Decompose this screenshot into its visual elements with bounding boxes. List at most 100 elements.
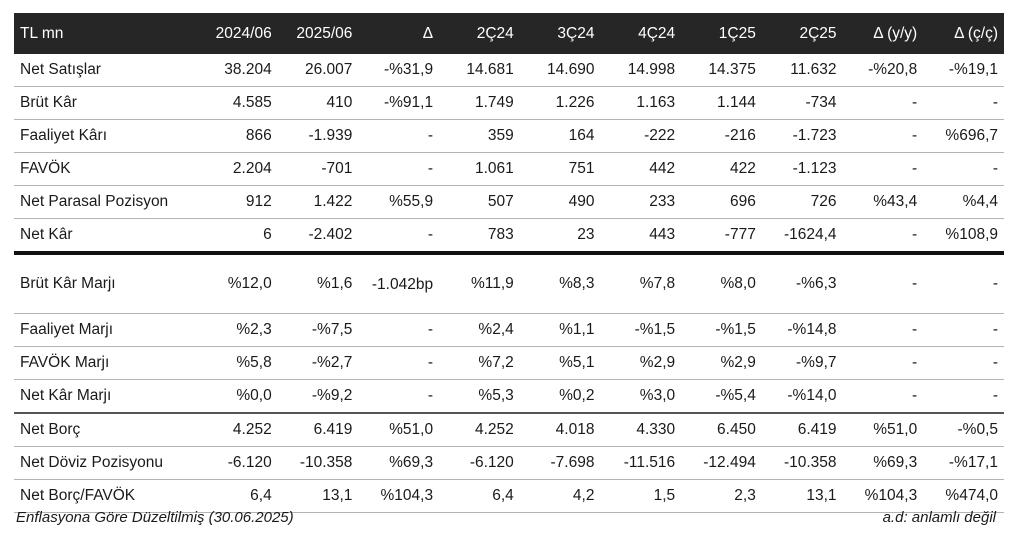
value-cell: 13,1 xyxy=(277,479,359,513)
footer-note-inflation: Enflasyona Göre Düzeltilmiş (30.06.2025) xyxy=(16,509,294,526)
value-cell: %696,7 xyxy=(923,119,1004,153)
value-cell: -2.402 xyxy=(277,218,359,255)
value-cell: - xyxy=(358,119,440,153)
value-cell: 1.422 xyxy=(277,185,359,219)
value-cell: -701 xyxy=(277,152,359,186)
header-cell: 2024/06 xyxy=(197,13,278,54)
table-row: Brüt Kâr 4.585 410 -%91,1 1.749 1.226 1.163 1.1… xyxy=(14,86,1004,120)
value-cell: -12.494 xyxy=(681,446,762,480)
value-cell: - xyxy=(923,253,1004,314)
value-cell: %7,2 xyxy=(439,346,520,380)
value-cell: %5,1 xyxy=(519,346,601,380)
value-cell: - xyxy=(842,152,924,186)
value-cell: %1,6 xyxy=(277,253,359,314)
table-row: Net Kâr Marjı %0,0 -%9,2- %5,3 %0,2 %3,0 -%5,4… xyxy=(14,379,1004,414)
value-cell: 422 xyxy=(681,152,762,186)
value-cell: - xyxy=(358,379,440,414)
header-cell-label: TL mn xyxy=(14,13,198,54)
value-cell: -%91,1 xyxy=(358,86,440,120)
value-cell: 4.252 xyxy=(197,413,278,447)
header-cell: Δ xyxy=(358,13,440,54)
financial-summary-table: TL mn 2024/06 2025/06 Δ 2Ç24 3Ç24 4Ç24 1Ç25 2Ç25… xyxy=(14,13,1004,513)
value-cell: - xyxy=(842,313,924,347)
value-cell: -1624,4 xyxy=(761,218,843,255)
value-cell: 4.330 xyxy=(600,413,682,447)
value-cell: %4,4 xyxy=(923,185,1004,219)
header-cell: 2025/06 xyxy=(277,13,359,54)
row-label: Net Kâr xyxy=(14,218,198,255)
value-cell: %2,9 xyxy=(600,346,682,380)
value-cell: 1.144 xyxy=(681,86,762,120)
value-cell: %2,9 xyxy=(681,346,762,380)
value-cell: 443 xyxy=(600,218,682,255)
value-cell: -734 xyxy=(761,86,843,120)
value-cell: 6.419 xyxy=(277,413,359,447)
table-row: Net Döviz Pozisyonu -6.120 -10.358 %69,3 -6.… xyxy=(14,446,1004,480)
value-cell: 6.450 xyxy=(681,413,762,447)
value-cell: 866 xyxy=(197,119,278,153)
value-cell: %104,3 xyxy=(358,479,440,513)
row-label: Net Döviz Pozisyonu xyxy=(14,446,198,480)
value-cell: - xyxy=(842,253,924,314)
value-cell: 1.749 xyxy=(439,86,520,120)
value-cell: 442 xyxy=(600,152,682,186)
value-cell: -222 xyxy=(600,119,682,153)
row-label: Faaliyet Kârı xyxy=(14,119,198,153)
header-cell: 3Ç24 xyxy=(519,13,601,54)
value-cell: 1,5 xyxy=(600,479,682,513)
value-cell: %8,3 xyxy=(519,253,601,314)
table-footer: Enflasyona Göre Düzeltilmiş (30.06.2025)… xyxy=(16,509,996,526)
table-row: FAVÖK 2.204 -701-1.061 751 442 422 -1.123- - xyxy=(14,152,1004,186)
value-cell: 14.690 xyxy=(519,54,601,87)
header-cell: 1Ç25 xyxy=(681,13,762,54)
value-cell: -6.120 xyxy=(197,446,278,480)
value-cell: -%5,4 xyxy=(681,379,762,414)
table-row: Brüt Kâr Marjı %12,0 %1,6 -1.042bp %11,9 %8,3… xyxy=(14,253,1004,314)
value-cell: -%19,1 xyxy=(923,54,1004,87)
header-cell: Δ (y/y) xyxy=(842,13,924,54)
table-row: Faaliyet Marjı %2,3 -%7,5- %2,4 %1,1 -%1,5 -%1… xyxy=(14,313,1004,347)
value-cell: -11.516 xyxy=(600,446,682,480)
value-cell: - xyxy=(923,379,1004,414)
value-cell: 410 xyxy=(277,86,359,120)
table-row: Net Kâr 6 -2.402-783 23 443 -777 -1624,4- %108,… xyxy=(14,218,1004,255)
value-cell: - xyxy=(923,346,1004,380)
value-cell: %5,3 xyxy=(439,379,520,414)
value-cell: -%14,8 xyxy=(761,313,843,347)
table-row: Net Satışlar 38.204 26.007 -%31,9 14.681 14.6… xyxy=(14,54,1004,87)
value-cell: - xyxy=(923,152,1004,186)
value-cell: %5,8 xyxy=(197,346,278,380)
value-cell: %51,0 xyxy=(842,413,924,447)
value-cell: 26.007 xyxy=(277,54,359,87)
value-cell: -10.358 xyxy=(761,446,843,480)
value-cell: %69,3 xyxy=(842,446,924,480)
row-label: Brüt Kâr Marjı xyxy=(14,253,198,314)
value-cell: 164 xyxy=(519,119,601,153)
value-cell: - xyxy=(358,346,440,380)
value-cell: 1.226 xyxy=(519,86,601,120)
value-cell: 4.585 xyxy=(197,86,278,120)
row-label: Net Borç xyxy=(14,413,198,447)
value-cell: -1.042bp xyxy=(358,253,440,314)
value-cell: 14.998 xyxy=(600,54,682,87)
value-cell: -%6,3 xyxy=(761,253,843,314)
value-cell: -%17,1 xyxy=(923,446,1004,480)
value-cell: 6,4 xyxy=(197,479,278,513)
financial-table-container: TL mn 2024/06 2025/06 Δ 2Ç24 3Ç24 4Ç24 1Ç25 2Ç25… xyxy=(14,13,1004,513)
value-cell: 751 xyxy=(519,152,601,186)
value-cell: 14.375 xyxy=(681,54,762,87)
value-cell: -%1,5 xyxy=(600,313,682,347)
table-row: Faaliyet Kârı 866 -1.939-359 164 -222 -216 -1.… xyxy=(14,119,1004,153)
value-cell: 2.204 xyxy=(197,152,278,186)
value-cell: %12,0 xyxy=(197,253,278,314)
value-cell: 6,4 xyxy=(439,479,520,513)
value-cell: -%0,5 xyxy=(923,413,1004,447)
row-label: Net Borç/FAVÖK xyxy=(14,479,198,513)
header-cell: 4Ç24 xyxy=(600,13,682,54)
value-cell: 912 xyxy=(197,185,278,219)
value-cell: %2,3 xyxy=(197,313,278,347)
value-cell: 233 xyxy=(600,185,682,219)
value-cell: - xyxy=(923,86,1004,120)
value-cell: -%9,2 xyxy=(277,379,359,414)
value-cell: -1.123 xyxy=(761,152,843,186)
